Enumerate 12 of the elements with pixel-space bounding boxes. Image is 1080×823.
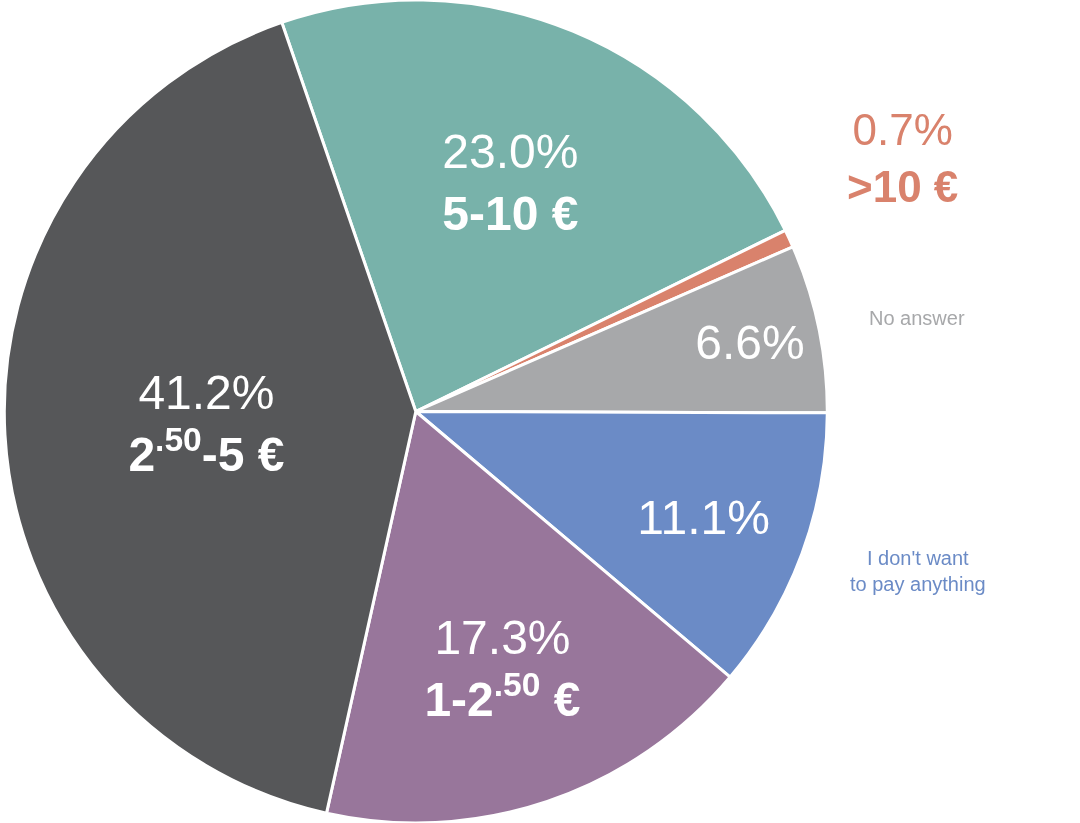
slice-label: 1-2$^{.50}$ € [424,665,581,727]
slice-label: >10 € [847,162,959,212]
slice-label: No answer [869,307,965,329]
slice-label: 5-10 € [442,187,579,241]
data-label: 41.2% [138,365,275,419]
slice-label: 2$^{.50}$-5 € [128,420,285,482]
data-label: 0.7% [852,105,953,154]
data-label: 17.3% [434,610,571,664]
data-label: 6.6% [695,315,805,369]
data-label: 23.0% [442,124,579,178]
data-label: 11.1% [637,490,770,544]
slice-label: I don't want to pay anything [850,547,986,595]
